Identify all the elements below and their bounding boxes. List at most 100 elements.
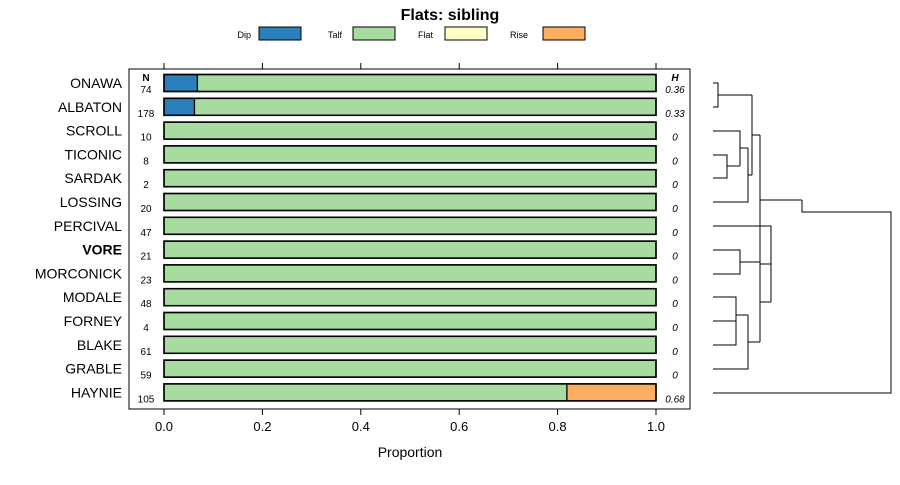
h-value: 0.68 [665,394,685,405]
category-label: LOSSING [60,194,122,210]
chart-rows: ONAWA 74 0.36 ALBATON 178 0.33 SCROLL 10 0 TICONI… [35,73,685,405]
dendrogram [713,82,892,394]
bar-row: SCROLL 10 0 [66,121,678,144]
bar-row: GRABLE 59 0 [65,359,678,382]
bar-outline [163,359,657,378]
bar-segment-talf [163,216,657,235]
legend-swatch-rise [542,26,586,41]
bar-segment-talf [163,240,657,259]
category-label: SCROLL [66,123,122,139]
bar-row: PERCIVAL 47 0 [54,216,678,239]
n-value: 74 [140,85,152,96]
bar-outline [163,192,657,212]
n-value: 105 [138,394,155,405]
category-label: HAYNIE [71,384,122,400]
x-tick-label: 0.0 [155,419,173,434]
category-label: GRABLE [65,361,122,377]
bar-segment-talf [196,73,657,93]
bar-segment-dip [163,73,199,93]
h-value: 0 [672,347,678,358]
bar-outline [163,311,657,331]
bar-outline [163,97,657,117]
bar-outline [163,383,657,402]
bar-outline [163,240,657,259]
bar-segment-dip [163,97,196,116]
n-value: 21 [140,252,152,263]
x-tick-label: 1.0 [647,419,665,434]
legend-swatch-dip [258,26,302,41]
bar-row: ALBATON 178 0.33 [58,97,685,120]
h-value: 0 [672,204,678,215]
h-column-header: H [671,73,679,84]
h-value: 0 [672,371,678,382]
h-value: 0.33 [665,109,685,120]
bar-segment-talf [163,264,657,283]
bar-row: ONAWA 74 0.36 [70,73,685,96]
bar-segment-talf [163,288,657,307]
n-value: 61 [140,347,152,358]
n-value: 178 [138,109,155,120]
bar-row: BLAKE 61 0 [77,335,678,358]
x-axis-label: Proportion [378,444,443,460]
category-label: ONAWA [70,75,123,91]
bar-outline [163,264,657,283]
h-value: 0 [672,228,678,239]
category-label: ALBATON [58,99,122,115]
bar-segment-rise [566,383,657,402]
category-label: TICONIC [64,146,122,162]
legend-label-dip: Dip [237,30,251,40]
h-value: 0 [672,275,678,286]
bar-row: MORCONICK 23 0 [35,264,678,286]
bar-row: VORE 21 0 [82,240,678,263]
category-label: MODALE [63,289,122,305]
bar-outline [163,145,657,164]
legend-swatch-flat [444,26,488,41]
bar-outline [163,168,657,188]
n-value: 20 [140,204,152,215]
chart-title: Flats: sibling [401,7,500,24]
bar-outline [163,216,657,236]
bar-row: FORNEY 4 0 [64,311,678,334]
category-label: SARDAK [64,170,122,186]
n-column-header: N [142,73,149,84]
legend: Dip Talf Flat Rise [237,26,586,41]
bar-segment-talf [163,311,657,331]
n-value: 10 [140,133,152,144]
bar-row: TICONIC 8 0 [64,145,678,167]
bar-segment-talf [163,383,568,402]
n-value: 8 [143,156,149,167]
n-value: 48 [140,299,152,310]
category-label: MORCONICK [35,265,123,281]
legend-label-rise: Rise [510,30,528,40]
n-value: 47 [140,228,152,239]
category-label: BLAKE [77,337,122,353]
bar-segment-talf [163,335,657,354]
h-value: 0 [672,133,678,144]
n-value: 2 [143,180,149,191]
h-value: 0 [672,299,678,310]
legend-label-talf: Talf [328,30,343,40]
n-value: 4 [143,323,149,334]
bar-outline [163,73,657,93]
plot-frame [128,68,691,410]
h-value: 0 [672,180,678,191]
x-tick-label: 0.2 [253,419,271,434]
legend-label-flat: Flat [418,30,434,40]
x-tick-label: 0.8 [549,419,567,434]
bar-outline [163,287,657,307]
h-value: 0 [672,252,678,263]
bar-outline [163,335,657,355]
x-axis: 0.0 0.2 0.4 0.6 0.8 1.0 [155,63,665,434]
bar-segment-talf [163,359,657,378]
category-label: VORE [82,242,122,258]
bar-row: LOSSING 20 0 [60,192,678,215]
category-label: FORNEY [64,313,123,329]
bar-segment-talf [163,121,657,140]
n-value: 23 [140,275,152,286]
bar-outline [163,121,657,140]
bar-row: MODALE 48 0 [63,287,678,310]
h-value: 0.36 [665,85,685,96]
bar-row: SARDAK 2 0 [64,168,678,191]
category-label: PERCIVAL [54,218,122,234]
